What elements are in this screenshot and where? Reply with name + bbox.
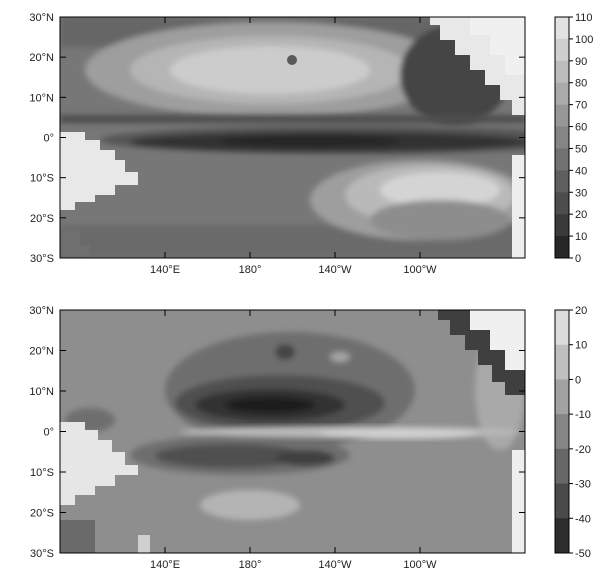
top-colorbar-swatch <box>555 60 569 84</box>
bottom-colorbar-label: -50 <box>575 548 591 560</box>
top-y-tick-label: 30°N <box>29 12 54 24</box>
top-colorbar-label: 80 <box>575 78 587 90</box>
top-colorbar-label: 60 <box>575 122 587 134</box>
bottom-y-tick-label: 20°N <box>29 346 54 358</box>
top-colorbar-swatch <box>555 104 569 128</box>
bottom-colorbar-label: -20 <box>575 444 591 456</box>
top-colorbar-label: 30 <box>575 187 587 199</box>
bottom-x-tick-label: 100°W <box>403 559 437 571</box>
bottom-x-axis: 140°E 180° 140°W 100°W <box>150 310 437 571</box>
bottom-colorbar-swatch <box>555 414 569 450</box>
top-colorbar-swatch <box>555 236 569 259</box>
bottom-colorbar-swatch <box>555 310 569 346</box>
bottom-colorbar-label: 0 <box>575 374 581 386</box>
top-y-tick-label: 30°S <box>30 253 54 265</box>
top-colorbar-label: 40 <box>575 165 587 177</box>
bottom-colorbar: 20 10 0 -10 -20 -30 -40 -50 <box>554 305 591 560</box>
bottom-y-tick-label: 0° <box>43 427 54 439</box>
top-field <box>60 17 525 258</box>
top-colorbar-label: 0 <box>575 253 581 265</box>
top-colorbar-swatch <box>555 170 569 193</box>
bottom-colorbar-label: -30 <box>575 479 591 491</box>
top-colorbar-swatch <box>555 82 569 106</box>
top-x-tick-label: 180° <box>239 264 262 276</box>
top-colorbar-label: 50 <box>575 143 587 155</box>
top-y-tick-label: 0° <box>43 133 54 145</box>
top-colorbar-label: 90 <box>575 56 587 68</box>
top-colorbar-label: 70 <box>575 100 587 112</box>
top-colorbar-swatch <box>555 38 569 62</box>
top-colorbar-label: 110 <box>575 12 593 24</box>
top-land <box>60 17 525 258</box>
bottom-y-tick-label: 30°S <box>30 548 54 560</box>
top-x-tick-label: 140°W <box>318 264 352 276</box>
top-colorbar-label: 10 <box>575 231 587 243</box>
top-x-tick-label: 140°E <box>150 264 180 276</box>
top-colorbar-swatch <box>555 192 569 215</box>
bottom-y-tick-label: 10°N <box>29 386 54 398</box>
top-x-tick-label: 100°W <box>403 264 437 276</box>
bottom-y-axis: 30°N 20°N 10°N 0° 10°S 20°S 30°S <box>29 305 525 560</box>
bottom-colorbar-label: 10 <box>575 340 587 352</box>
bottom-colorbar-swatch <box>555 483 569 519</box>
bottom-x-tick-label: 140°E <box>150 559 180 571</box>
top-y-tick-label: 20°S <box>30 213 54 225</box>
bottom-colorbar-label: -10 <box>575 409 591 421</box>
top-panel: 30°N20°N10°N0°10°S20°S30°S 140°E 180° 140°… <box>29 12 593 276</box>
bottom-colorbar-label: -40 <box>575 513 591 525</box>
bottom-colorbar-frame <box>554 309 570 554</box>
bottom-x-tick-label: 180° <box>239 559 262 571</box>
bottom-x-tick-label: 140°W <box>318 559 352 571</box>
bottom-y-tick-label: 10°S <box>30 467 54 479</box>
bottom-field <box>60 310 525 553</box>
bottom-land <box>60 310 525 553</box>
top-colorbar-swatch <box>555 17 569 40</box>
top-y-tick-label: 10°N <box>29 92 54 104</box>
top-x-axis: 140°E 180° 140°W 100°W <box>150 17 437 276</box>
bottom-colorbar-swatch <box>555 379 569 415</box>
top-y-tick-label: 20°N <box>29 52 54 64</box>
bottom-colorbar-swatch <box>555 448 569 485</box>
bottom-colorbar-swatch <box>555 518 569 554</box>
bottom-y-tick-label: 20°S <box>30 508 54 520</box>
top-colorbar-swatch <box>555 148 569 171</box>
bottom-colorbar-swatch <box>555 344 569 380</box>
top-y-tick-label: 10°S <box>30 173 54 185</box>
bottom-panel: 30°N20°N10°N0°10°S20°S30°S 140°E 180° 140°… <box>29 305 590 571</box>
top-colorbar-label: 100 <box>575 34 593 46</box>
bottom-y-tick-label: 30°N <box>29 305 54 317</box>
top-y-axis: 30°N 20°N 10°N 0° 10°S 20°S 30°S <box>29 12 525 265</box>
bottom-colorbar-label: 20 <box>575 305 587 317</box>
top-colorbar-swatch <box>555 214 569 237</box>
top-colorbar-label: 20 <box>575 209 587 221</box>
top-colorbar-swatch <box>555 126 569 149</box>
top-colorbar-frame <box>554 16 570 259</box>
